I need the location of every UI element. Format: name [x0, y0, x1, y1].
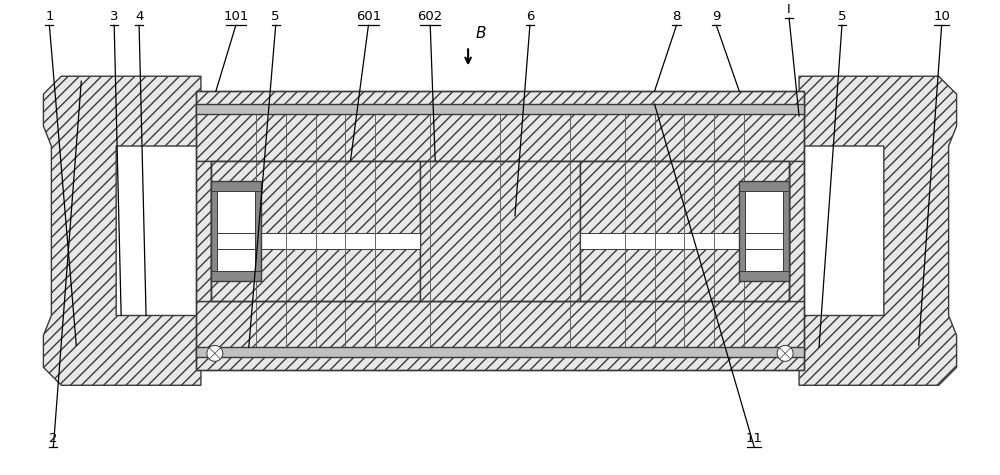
Polygon shape	[211, 181, 261, 191]
Text: 101: 101	[223, 10, 248, 23]
Text: 1: 1	[45, 10, 54, 23]
Polygon shape	[196, 161, 211, 301]
Text: 601: 601	[356, 10, 381, 23]
Polygon shape	[580, 161, 789, 301]
Polygon shape	[580, 233, 739, 249]
Polygon shape	[783, 191, 789, 271]
Polygon shape	[739, 271, 789, 281]
Polygon shape	[211, 161, 420, 301]
Text: 6: 6	[526, 10, 534, 23]
Polygon shape	[745, 191, 783, 271]
Polygon shape	[196, 91, 804, 161]
Text: 3: 3	[110, 10, 118, 23]
Text: I: I	[787, 3, 791, 17]
Polygon shape	[196, 104, 804, 114]
Text: B: B	[476, 26, 487, 41]
Text: 9: 9	[712, 10, 721, 23]
Polygon shape	[211, 271, 261, 281]
Circle shape	[207, 345, 223, 361]
Polygon shape	[799, 76, 957, 385]
Polygon shape	[196, 347, 804, 357]
Polygon shape	[217, 191, 255, 271]
Polygon shape	[196, 91, 804, 370]
Text: 5: 5	[271, 10, 280, 23]
Text: 8: 8	[672, 10, 681, 23]
Polygon shape	[211, 191, 217, 271]
Polygon shape	[196, 301, 804, 370]
Polygon shape	[739, 181, 789, 191]
Text: 10: 10	[933, 10, 950, 23]
Polygon shape	[43, 76, 201, 385]
Text: 4: 4	[135, 10, 143, 23]
Polygon shape	[420, 161, 580, 301]
Text: 11: 11	[746, 432, 763, 445]
Polygon shape	[739, 191, 745, 271]
Polygon shape	[261, 233, 420, 249]
Text: 602: 602	[418, 10, 443, 23]
Circle shape	[777, 345, 793, 361]
Polygon shape	[255, 191, 261, 271]
Text: 2: 2	[49, 432, 58, 445]
Text: 5: 5	[838, 10, 846, 23]
Polygon shape	[789, 161, 804, 301]
